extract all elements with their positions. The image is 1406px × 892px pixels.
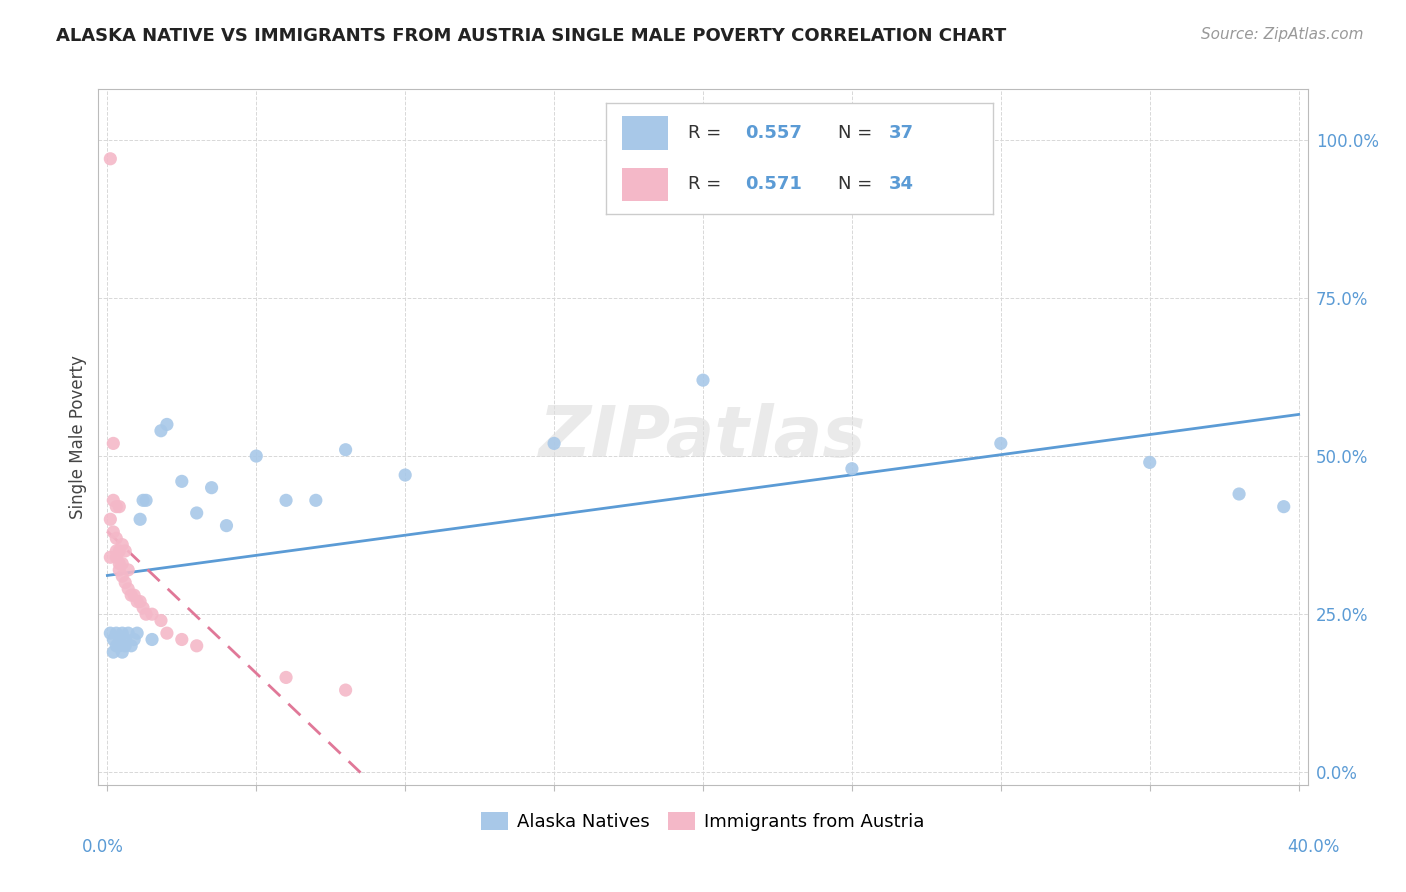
Point	[111, 557, 134, 571]
Point	[105, 550, 128, 565]
Point	[543, 436, 565, 450]
Point	[114, 575, 136, 590]
Text: 40.0%: 40.0%	[1286, 838, 1340, 856]
Point	[111, 645, 134, 659]
Point	[114, 639, 136, 653]
Point	[108, 563, 131, 577]
Point	[98, 512, 121, 526]
Point	[135, 493, 157, 508]
Point	[103, 493, 125, 508]
Point	[841, 461, 863, 475]
Point	[692, 373, 714, 387]
Point	[156, 626, 179, 640]
Point	[129, 594, 152, 608]
Point	[132, 493, 155, 508]
Point	[108, 639, 131, 653]
Point	[135, 607, 157, 622]
Point	[127, 626, 149, 640]
Point	[186, 506, 208, 520]
Point	[105, 544, 128, 558]
Point	[215, 518, 238, 533]
Point	[1139, 455, 1161, 469]
Point	[117, 626, 139, 640]
Point	[105, 531, 128, 545]
Point	[108, 557, 131, 571]
Point	[108, 500, 131, 514]
Point	[170, 475, 193, 489]
Point	[186, 639, 208, 653]
Point	[141, 632, 163, 647]
Point	[103, 645, 125, 659]
Text: ALASKA NATIVE VS IMMIGRANTS FROM AUSTRIA SINGLE MALE POVERTY CORRELATION CHART: ALASKA NATIVE VS IMMIGRANTS FROM AUSTRIA…	[56, 27, 1007, 45]
Point	[335, 442, 357, 457]
Point	[141, 607, 163, 622]
Point	[335, 683, 357, 698]
Point	[1227, 487, 1250, 501]
Point	[127, 594, 149, 608]
Point	[108, 632, 131, 647]
Text: ZIPatlas: ZIPatlas	[540, 402, 866, 472]
Point	[98, 550, 121, 565]
Point	[245, 449, 267, 463]
Point	[274, 493, 297, 508]
Point	[98, 152, 121, 166]
Point	[122, 632, 145, 647]
Point	[200, 481, 222, 495]
Point	[1272, 500, 1295, 514]
Point	[114, 632, 136, 647]
Point	[105, 639, 128, 653]
Point	[990, 436, 1012, 450]
Text: 0.0%: 0.0%	[82, 838, 124, 856]
Point	[132, 600, 155, 615]
Point	[129, 512, 152, 526]
Point	[98, 626, 121, 640]
Y-axis label: Single Male Poverty: Single Male Poverty	[69, 355, 87, 519]
Point	[111, 569, 134, 583]
Point	[149, 424, 172, 438]
Point	[120, 588, 142, 602]
Point	[103, 524, 125, 539]
Point	[122, 588, 145, 602]
Point	[103, 632, 125, 647]
Point	[111, 538, 134, 552]
Point	[103, 436, 125, 450]
Point	[117, 582, 139, 596]
Point	[149, 614, 172, 628]
Point	[156, 417, 179, 432]
Point	[117, 563, 139, 577]
Text: Source: ZipAtlas.com: Source: ZipAtlas.com	[1201, 27, 1364, 42]
Point	[108, 544, 131, 558]
Point	[114, 544, 136, 558]
Point	[170, 632, 193, 647]
Point	[394, 468, 416, 483]
Point	[111, 626, 134, 640]
Point	[105, 626, 128, 640]
Point	[105, 500, 128, 514]
Point	[274, 670, 297, 684]
Point	[305, 493, 328, 508]
Point	[120, 639, 142, 653]
Legend: Alaska Natives, Immigrants from Austria: Alaska Natives, Immigrants from Austria	[474, 805, 932, 838]
